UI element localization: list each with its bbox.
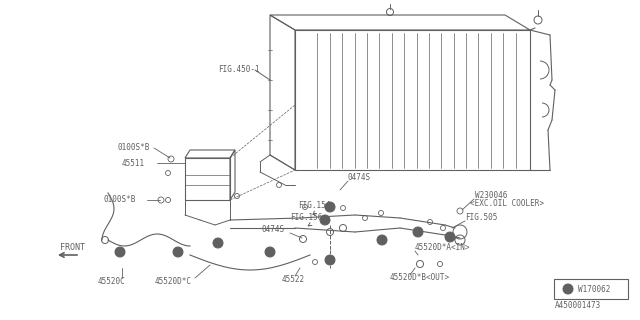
Text: 45522: 45522	[282, 276, 305, 284]
Text: FIG.505: FIG.505	[465, 213, 497, 222]
Circle shape	[325, 255, 335, 265]
Text: 0100S*B: 0100S*B	[103, 196, 136, 204]
Circle shape	[213, 238, 223, 248]
Circle shape	[325, 202, 335, 212]
Text: 1: 1	[380, 237, 383, 243]
Circle shape	[563, 284, 573, 294]
Text: 1: 1	[323, 218, 326, 222]
Text: 45520D*A<IN>: 45520D*A<IN>	[415, 244, 470, 252]
Circle shape	[265, 247, 275, 257]
Text: 0474S: 0474S	[262, 226, 285, 235]
Text: 1: 1	[449, 235, 452, 239]
Text: FRONT: FRONT	[60, 244, 85, 252]
Circle shape	[377, 235, 387, 245]
Text: A450001473: A450001473	[555, 301, 601, 310]
Text: FIG.450-1: FIG.450-1	[218, 66, 260, 75]
Text: W170062: W170062	[578, 284, 611, 293]
Text: <EXC.OIL COOLER>: <EXC.OIL COOLER>	[470, 198, 544, 207]
Text: 1: 1	[268, 250, 271, 254]
Text: 1: 1	[118, 250, 122, 254]
Circle shape	[173, 247, 183, 257]
Text: W230046: W230046	[475, 190, 508, 199]
Text: 0100S*B: 0100S*B	[117, 143, 149, 153]
Text: 1: 1	[177, 250, 180, 254]
Text: 0474S: 0474S	[348, 173, 371, 182]
Circle shape	[445, 232, 455, 242]
Text: 1: 1	[328, 204, 332, 210]
Text: 45511: 45511	[122, 158, 145, 167]
Text: 45520D*C: 45520D*C	[155, 277, 192, 286]
Circle shape	[413, 227, 423, 237]
Text: 1: 1	[328, 258, 332, 262]
Text: 45520C: 45520C	[98, 277, 125, 286]
Circle shape	[115, 247, 125, 257]
Text: FIG.156: FIG.156	[290, 213, 323, 222]
Circle shape	[320, 215, 330, 225]
Text: 1: 1	[216, 241, 220, 245]
Text: 1: 1	[566, 286, 570, 292]
Text: FIG.154: FIG.154	[298, 201, 330, 210]
Text: 1: 1	[417, 229, 420, 235]
Text: 45520D*B<OUT>: 45520D*B<OUT>	[390, 274, 450, 283]
